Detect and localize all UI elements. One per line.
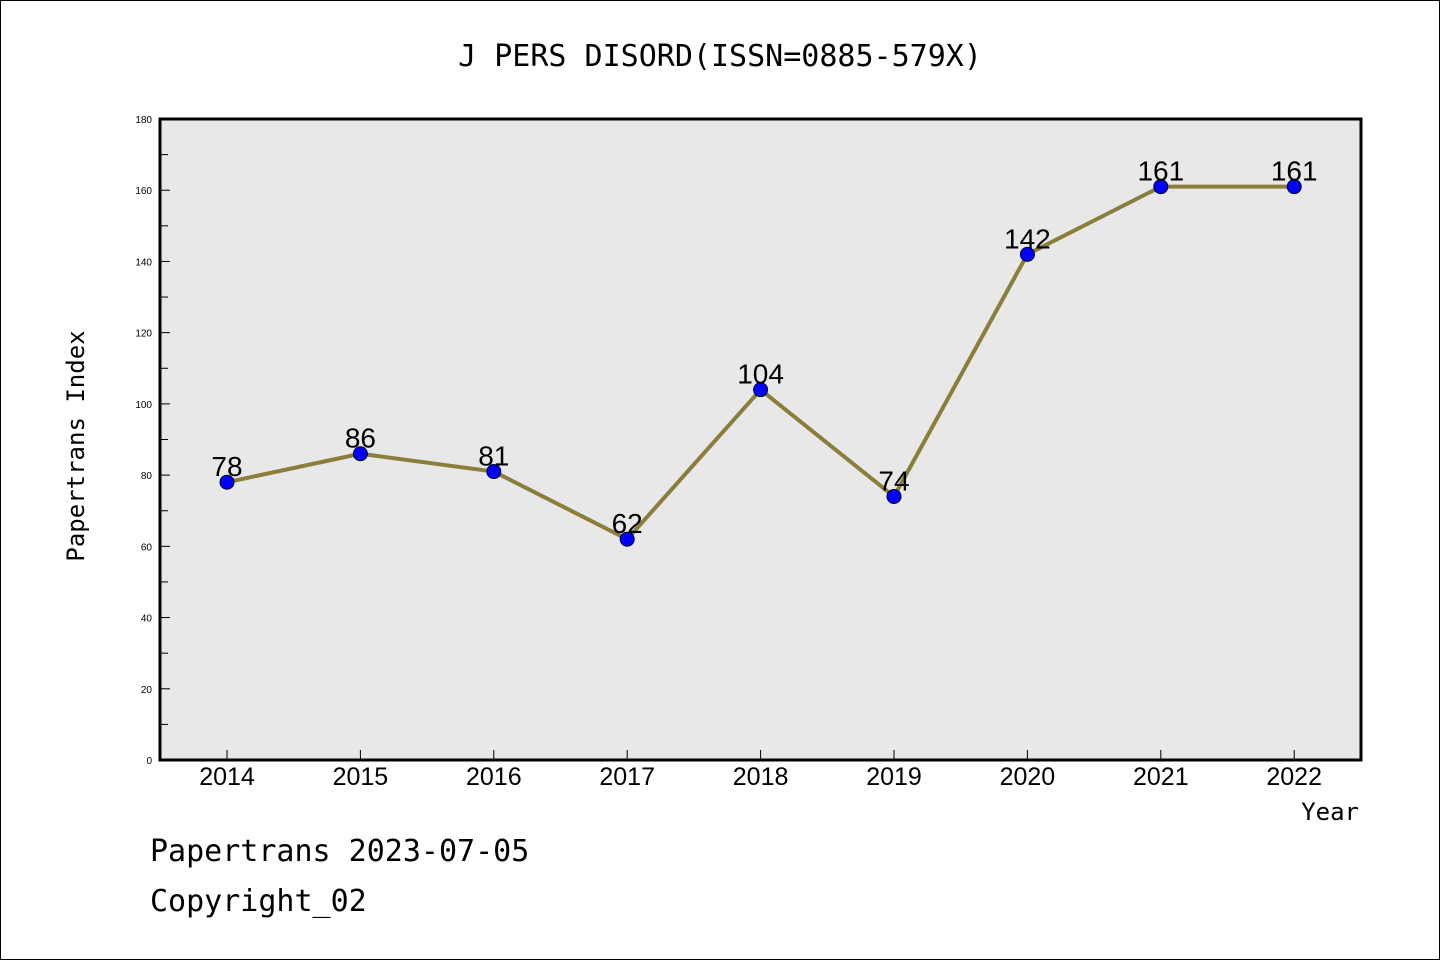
x-axis-title: Year — [1301, 798, 1359, 826]
x-tick-label: 2021 — [1133, 763, 1189, 791]
data-point — [352, 446, 368, 462]
x-axis: 2014 2015 2016 2017 2018 2019 2020 2021 2022 — [199, 750, 1322, 791]
data-label: 161 — [1271, 156, 1318, 187]
y-tick-label: 60 — [141, 542, 153, 553]
x-tick-label: 2016 — [466, 763, 522, 791]
data-label: 104 — [737, 359, 784, 390]
data-label: 81 — [478, 441, 509, 472]
data-point — [1153, 179, 1169, 195]
data-label: 62 — [612, 508, 643, 539]
x-tick-label: 2020 — [1000, 763, 1056, 791]
data-point — [753, 382, 769, 398]
data-point — [486, 464, 502, 480]
y-tick-label: 40 — [141, 614, 153, 625]
y-tick-label: 80 — [141, 471, 153, 482]
data-point — [1019, 246, 1035, 262]
data-point — [619, 531, 635, 547]
plot-area — [158, 117, 1363, 762]
data-point — [1286, 179, 1302, 195]
series-group — [219, 179, 1302, 547]
data-labels: 78 86 81 62 104 74 142 161 161 — [211, 156, 1317, 540]
chart-title: J PERS DISORD(ISSN=0885-579X) — [458, 39, 982, 74]
y-tick-label: 120 — [135, 329, 152, 340]
y-axis-title: Papertrans Index — [62, 330, 90, 561]
x-tick-label: 2014 — [199, 763, 255, 791]
data-label: 161 — [1137, 156, 1184, 187]
data-label: 78 — [211, 451, 242, 482]
footer-date: Papertrans 2023-07-05 — [150, 834, 530, 869]
y-tick-label: 100 — [135, 400, 152, 411]
x-tick-label: 2015 — [333, 763, 389, 791]
data-point — [219, 474, 235, 490]
x-tick-label: 2019 — [866, 763, 922, 791]
data-label: 142 — [1004, 223, 1051, 254]
y-axis: 0 20 40 60 80 100 120 140 160 180 — [135, 115, 170, 767]
footer-copyright: Copyright_02 — [150, 884, 367, 919]
y-tick-label: 180 — [135, 115, 152, 126]
x-tick-label: 2022 — [1266, 763, 1322, 791]
x-tick-label: 2018 — [733, 763, 789, 791]
y-tick-label: 140 — [135, 257, 152, 268]
y-tick-label: 0 — [146, 756, 152, 767]
data-point — [886, 488, 902, 504]
y-tick-label: 160 — [135, 186, 152, 197]
x-tick-label: 2017 — [599, 763, 655, 791]
data-label: 86 — [345, 423, 376, 454]
data-label: 74 — [878, 465, 909, 496]
y-tick-label: 20 — [141, 685, 153, 696]
